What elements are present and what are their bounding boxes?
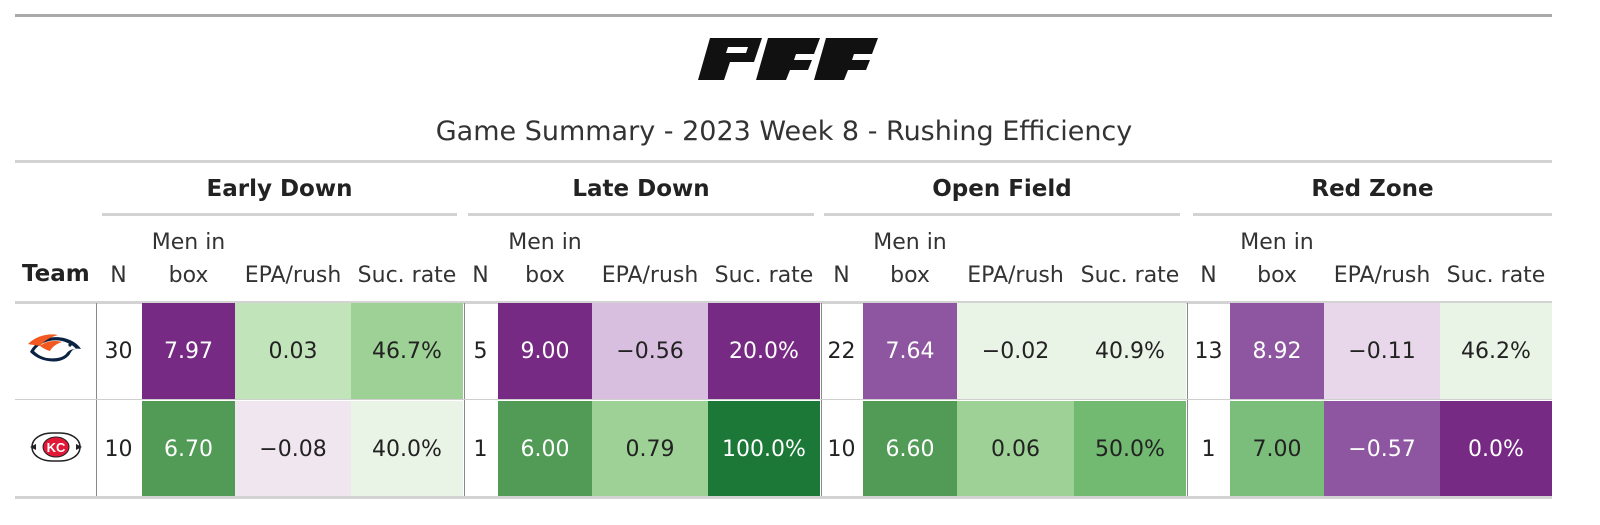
- column-header-n: N: [833, 263, 850, 288]
- title-rule: [15, 160, 1552, 163]
- table-cell-box: 7.00: [1230, 401, 1324, 497]
- row-divider: [15, 399, 1552, 400]
- svg-text:KC: KC: [47, 440, 66, 455]
- group-title-early-down: Early Down: [206, 176, 353, 202]
- table-cell-epa: −0.08: [235, 401, 351, 497]
- chiefs-logo-icon: KC: [30, 432, 82, 462]
- column-header-epa: EPA/rush: [601, 263, 699, 288]
- pff-logo-icon: [698, 38, 878, 80]
- table-cell-n: 30: [104, 339, 133, 364]
- table-cell-epa: −0.11: [1324, 303, 1440, 400]
- team-column-header: Team: [22, 261, 90, 287]
- table-cell-suc: 50.0%: [1074, 401, 1186, 497]
- group-title-red-zone: Red Zone: [1311, 176, 1434, 202]
- column-header-suc: Suc. rate: [1080, 263, 1180, 288]
- column-header-n: N: [472, 263, 489, 288]
- column-header-suc: Suc. rate: [714, 263, 814, 288]
- group-title-late-down: Late Down: [572, 176, 710, 202]
- column-header-epa: EPA/rush: [1333, 263, 1431, 288]
- group-underline: [824, 213, 1180, 216]
- top-rule: [15, 14, 1552, 17]
- column-header-n: N: [110, 263, 127, 288]
- column-header-box: Men in box: [1240, 230, 1314, 288]
- table-cell-n: 5: [473, 339, 488, 364]
- column-header-suc: Suc. rate: [357, 263, 457, 288]
- column-header-box: Men in box: [873, 230, 947, 288]
- table-cell-epa: 0.03: [235, 303, 351, 400]
- group-title-open-field: Open Field: [932, 176, 1072, 202]
- table-cell-n: 22: [827, 339, 856, 364]
- column-header-box: Men in box: [151, 230, 226, 288]
- table-cell-suc: 46.2%: [1440, 303, 1552, 400]
- table-cell-n: 10: [827, 436, 856, 462]
- column-header-suc: Suc. rate: [1446, 263, 1546, 288]
- group-underline: [468, 213, 814, 216]
- table-cell-box: 6.70: [142, 401, 235, 497]
- header-rule: [15, 301, 1552, 304]
- bottom-rule: [15, 496, 1552, 499]
- column-header-epa: EPA/rush: [244, 263, 342, 288]
- table-cell-suc: 40.9%: [1074, 303, 1186, 400]
- column-header-box: Men in box: [508, 230, 582, 288]
- table-cell-suc: 46.7%: [351, 303, 463, 400]
- group-separator: [821, 303, 822, 497]
- table-cell-n: 10: [104, 436, 133, 462]
- column-header-epa: EPA/rush: [967, 263, 1064, 288]
- group-underline: [1193, 213, 1552, 216]
- table-cell-box: 6.00: [498, 401, 592, 497]
- table-cell-box: 7.64: [863, 303, 957, 400]
- table-cell-n: 1: [473, 436, 488, 462]
- group-separator: [96, 303, 97, 497]
- group-separator: [1187, 303, 1188, 497]
- broncos-logo-icon: [28, 334, 81, 362]
- table-cell-epa: −0.56: [592, 303, 708, 400]
- table-cell-epa: −0.02: [957, 303, 1074, 400]
- table-cell-epa: 0.79: [592, 401, 708, 497]
- table-cell-n: 13: [1194, 339, 1223, 364]
- table-cell-box: 8.92: [1230, 303, 1324, 400]
- column-header-n: N: [1200, 263, 1217, 288]
- table-cell-suc: 20.0%: [708, 303, 820, 400]
- page-title: Game Summary - 2023 Week 8 - Rushing Eff…: [435, 116, 1133, 147]
- table-cell-epa: −0.57: [1324, 401, 1440, 497]
- table-cell-box: 6.60: [863, 401, 957, 497]
- table-cell-box: 9.00: [498, 303, 592, 400]
- group-separator: [464, 303, 465, 497]
- table-cell-epa: 0.06: [957, 401, 1074, 497]
- table-cell-box: 7.97: [142, 303, 235, 400]
- table-cell-suc: 0.0%: [1440, 401, 1552, 497]
- table-cell-suc: 100.0%: [708, 401, 820, 497]
- group-underline: [102, 213, 457, 216]
- table-cell-suc: 40.0%: [351, 401, 463, 497]
- table-cell-n: 1: [1201, 436, 1216, 462]
